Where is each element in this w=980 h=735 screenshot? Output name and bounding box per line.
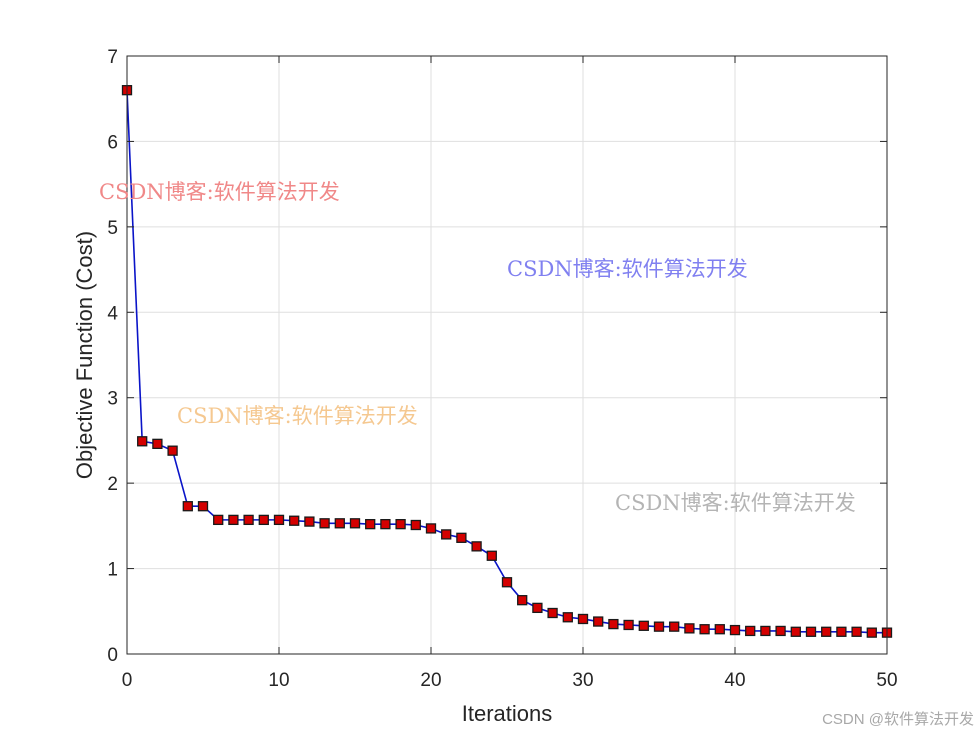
y-tick-label: 2 [107, 474, 118, 495]
x-tick-label: 20 [420, 670, 441, 691]
marker [547, 607, 558, 619]
marker [866, 627, 877, 638]
y-tick-label: 6 [107, 132, 118, 153]
marker [593, 616, 604, 627]
marker [501, 577, 513, 588]
marker [821, 626, 832, 637]
marker [152, 438, 163, 449]
marker [319, 518, 330, 529]
marker [167, 445, 178, 456]
marker [775, 625, 786, 637]
marker [349, 518, 361, 529]
x-tick-label: 10 [268, 670, 289, 691]
x-tick-label: 30 [572, 670, 593, 691]
credit: CSDN @软件算法开发 [822, 710, 974, 728]
marker [577, 613, 589, 625]
marker [289, 515, 300, 526]
y-tick-label: 5 [107, 218, 118, 239]
marker [608, 618, 619, 630]
marker [684, 623, 695, 634]
marker [243, 514, 254, 526]
marker [425, 523, 437, 534]
marker [562, 612, 573, 623]
marker [258, 514, 269, 526]
marker [334, 518, 345, 529]
marker [623, 619, 634, 631]
marker [486, 550, 497, 561]
x-tick-label: 50 [876, 670, 897, 691]
x-axis-label: Iterations [462, 701, 553, 726]
watermark: CSDN博客:软件算法开发 [99, 180, 340, 204]
marker [228, 514, 239, 526]
watermark: CSDN博客:软件算法开发 [177, 404, 418, 428]
marker [137, 436, 148, 447]
marker [471, 541, 482, 552]
marker [182, 501, 193, 512]
marker [304, 516, 315, 527]
y-tick-label: 0 [107, 645, 118, 666]
marker [365, 518, 376, 530]
x-tick-label: 40 [724, 670, 745, 691]
plot-area [127, 56, 887, 654]
marker [532, 602, 543, 614]
marker [714, 624, 725, 635]
marker [441, 529, 452, 540]
marker [380, 518, 391, 530]
y-tick-label: 4 [107, 303, 118, 324]
marker [745, 625, 756, 637]
marker [410, 519, 421, 531]
marker [197, 501, 209, 512]
marker [699, 624, 710, 635]
plot [121, 85, 893, 638]
y-tick-label: 7 [107, 47, 118, 68]
marker [760, 625, 771, 637]
marker [395, 518, 406, 530]
marker [653, 621, 665, 632]
marker [790, 626, 801, 637]
y-axis-label: Objective Function (Cost) [72, 231, 97, 479]
marker [805, 626, 817, 637]
marker [851, 626, 862, 637]
marker [213, 514, 224, 526]
marker [517, 595, 528, 606]
marker [669, 621, 680, 632]
watermark: CSDN博客:软件算法开发 [615, 491, 856, 515]
marker [836, 626, 847, 637]
axes-box [126, 55, 888, 655]
y-tick-label: 3 [107, 389, 118, 410]
y-tick-label: 1 [107, 560, 118, 581]
marker [729, 624, 741, 636]
marker [273, 514, 285, 526]
marker [638, 620, 649, 631]
watermark: CSDN博客:软件算法开发 [507, 257, 748, 281]
marker [456, 532, 467, 543]
x-tick-label: 0 [122, 670, 133, 691]
